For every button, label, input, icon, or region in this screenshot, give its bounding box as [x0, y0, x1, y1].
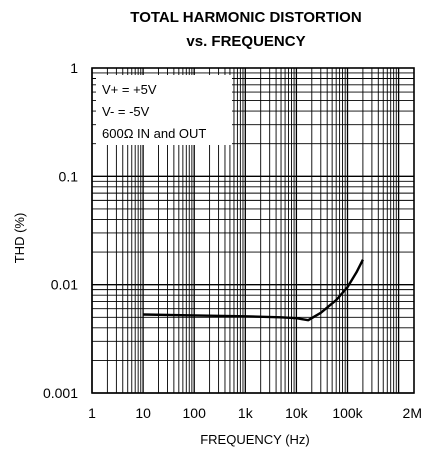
- chart-title-line2: vs. FREQUENCY: [186, 33, 305, 50]
- x-tick-label: 10: [135, 405, 151, 421]
- annotation-vplus: V+ = +5V: [102, 82, 157, 97]
- y-axis-label: THD (%): [12, 213, 27, 264]
- y-tick-label: 1: [70, 60, 78, 76]
- y-tick-label: 0.001: [43, 385, 78, 401]
- x-tick-label: 2M: [403, 405, 422, 421]
- y-tick-label: 0.01: [51, 277, 78, 293]
- annotation-box: V+ = +5V V- = -5V 600Ω IN and OUT: [96, 75, 232, 145]
- x-tick-label: 1: [88, 405, 96, 421]
- chart-title-line1: TOTAL HARMONIC DISTORTION: [130, 9, 361, 26]
- y-tick-labels: 1 0.1 0.01 0.001: [43, 60, 78, 401]
- annotation-impedance: 600Ω IN and OUT: [102, 126, 206, 141]
- plot-frame: [91, 67, 415, 394]
- x-tick-label: 10k: [285, 405, 309, 421]
- annotation-background: [96, 75, 232, 145]
- x-tick-label: 100: [183, 405, 207, 421]
- x-tick-label: 1k: [238, 405, 254, 421]
- y-tick-label: 0.1: [59, 168, 79, 184]
- x-tick-labels: 1 10 100 1k 10k 100k 2M: [88, 405, 422, 421]
- series-layer: [143, 259, 364, 322]
- x-axis-label: FREQUENCY (Hz): [200, 432, 310, 447]
- thd-series-line: [143, 259, 364, 322]
- annotation-vminus: V- = -5V: [102, 104, 150, 119]
- x-tick-label: 100k: [332, 405, 363, 421]
